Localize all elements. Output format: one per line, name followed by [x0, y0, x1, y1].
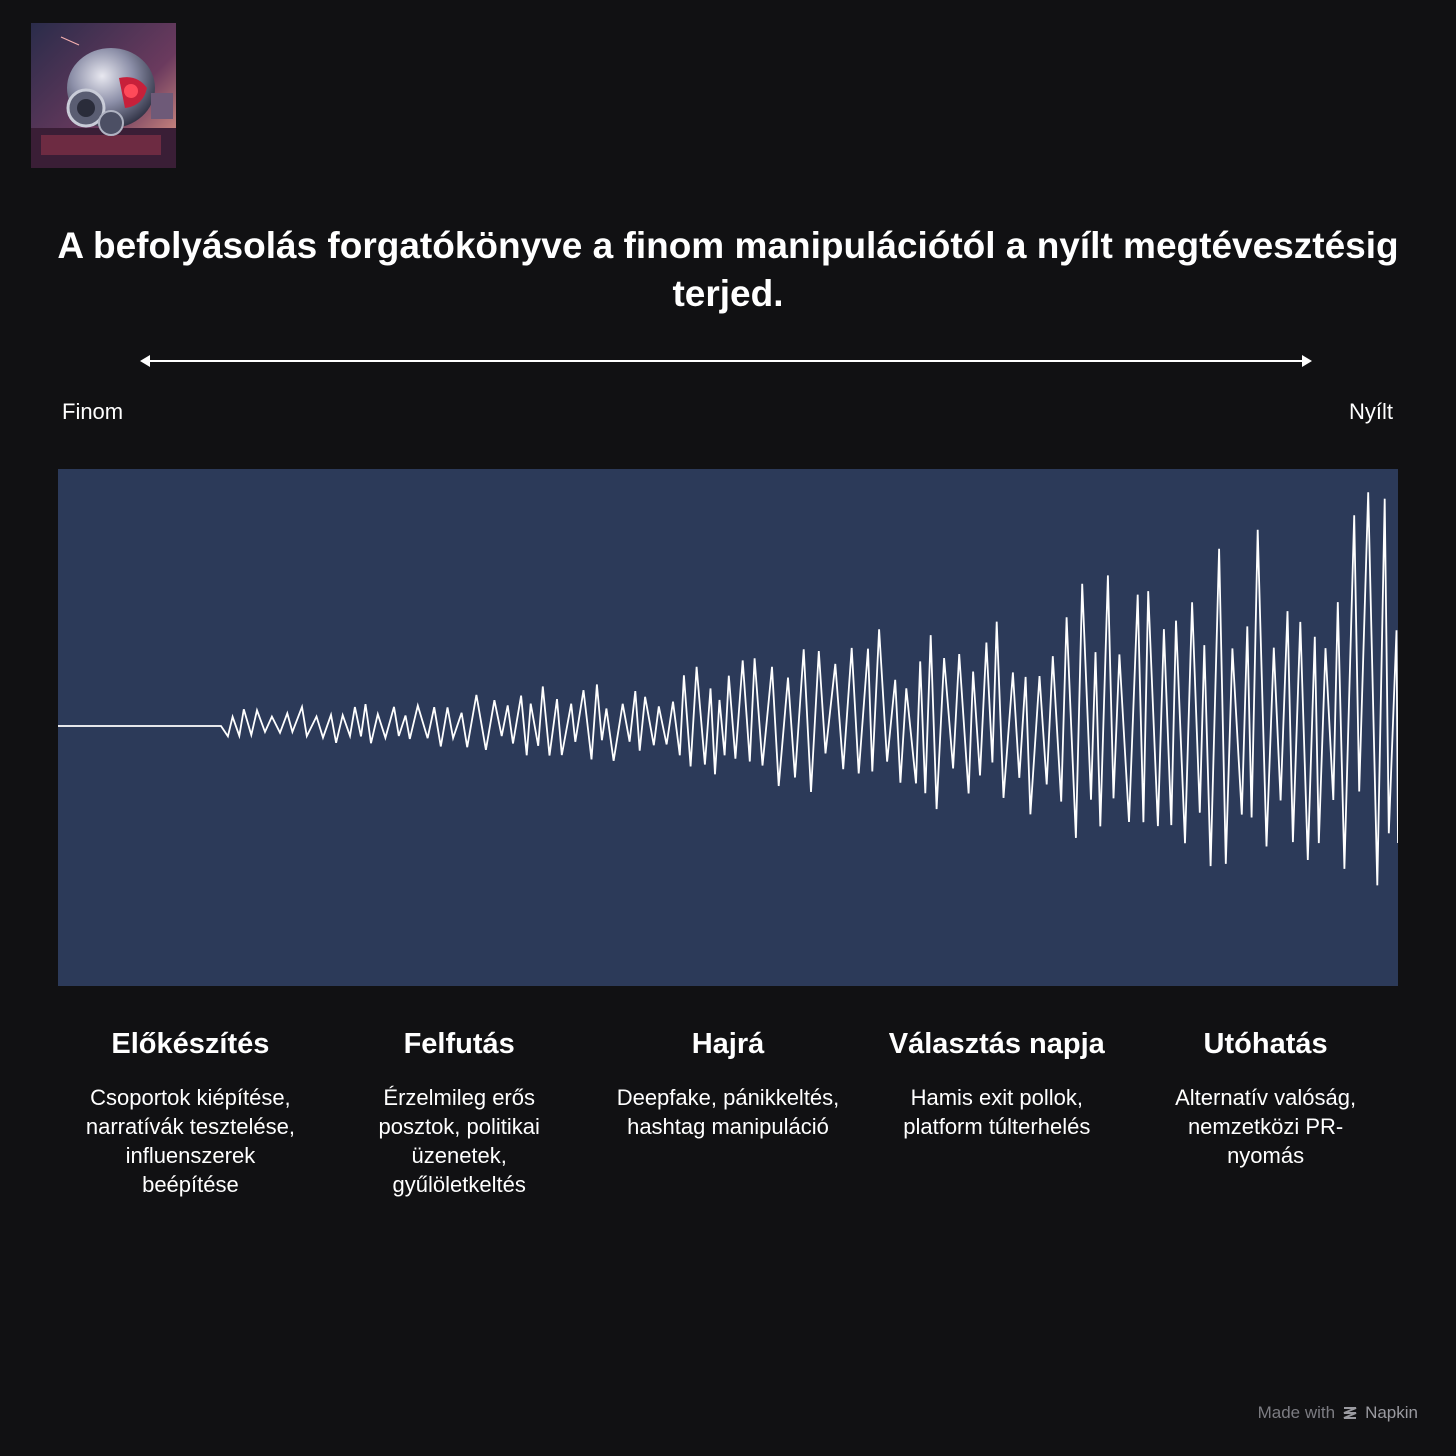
phase-description: Deepfake, pánikkeltés, hashtag manipulác… [616, 1085, 840, 1139]
header-thumbnail-image [31, 23, 176, 168]
phase-description: Érzelmileg erős posztok, politikai üzene… [378, 1085, 540, 1197]
arrowhead-right-icon [1302, 355, 1312, 367]
spectrum-right-label: Nyílt [1349, 399, 1393, 424]
spectrum-left-label: Finom [62, 399, 124, 424]
napkin-brand-text: Napkin [1365, 1403, 1418, 1422]
phase-title: Hajrá [691, 1028, 765, 1060]
phase-ramp-up: Felfutás Érzelmileg erős posztok, politi… [325, 1025, 594, 1199]
phase-title: Felfutás [403, 1028, 515, 1060]
phase-description: Alternatív valóság, nemzetközi PR-nyomás [1175, 1085, 1357, 1168]
napkin-logo-icon [1343, 1407, 1357, 1419]
waveform-line [58, 492, 1398, 886]
phase-election-day: Választás napja Hamis exit pollok, platf… [862, 1025, 1131, 1199]
escalation-waveform-panel [58, 469, 1398, 986]
phase-title: Előkészítés [111, 1028, 270, 1060]
phase-preparation: Előkészítés Csoportok kiépítése, narratí… [56, 1025, 325, 1199]
phase-description: Csoportok kiépítése, narratívák tesztelé… [85, 1085, 295, 1197]
spectrum-arrow [140, 355, 1312, 367]
page-title: A befolyásolás forgatókönyve a finom man… [57, 225, 1399, 314]
phase-list: Előkészítés Csoportok kiépítése, narratí… [56, 1025, 1400, 1199]
robot-gasmask-illustration [31, 23, 176, 168]
phase-final-push: Hajrá Deepfake, pánikkeltés, hashtag man… [594, 1025, 863, 1199]
phase-title: Választás napja [888, 1028, 1105, 1060]
made-with-napkin-footer: Made with Napkin [1258, 1403, 1418, 1423]
made-with-text: Made with [1257, 1403, 1336, 1422]
phase-description: Hamis exit pollok, platform túlterhelés [903, 1085, 1091, 1139]
phase-aftermath: Utóhatás Alternatív valóság, nemzetközi … [1131, 1025, 1400, 1199]
arrowhead-left-icon [140, 355, 150, 367]
escalation-waveform [58, 492, 1398, 886]
phase-title: Utóhatás [1203, 1028, 1328, 1060]
